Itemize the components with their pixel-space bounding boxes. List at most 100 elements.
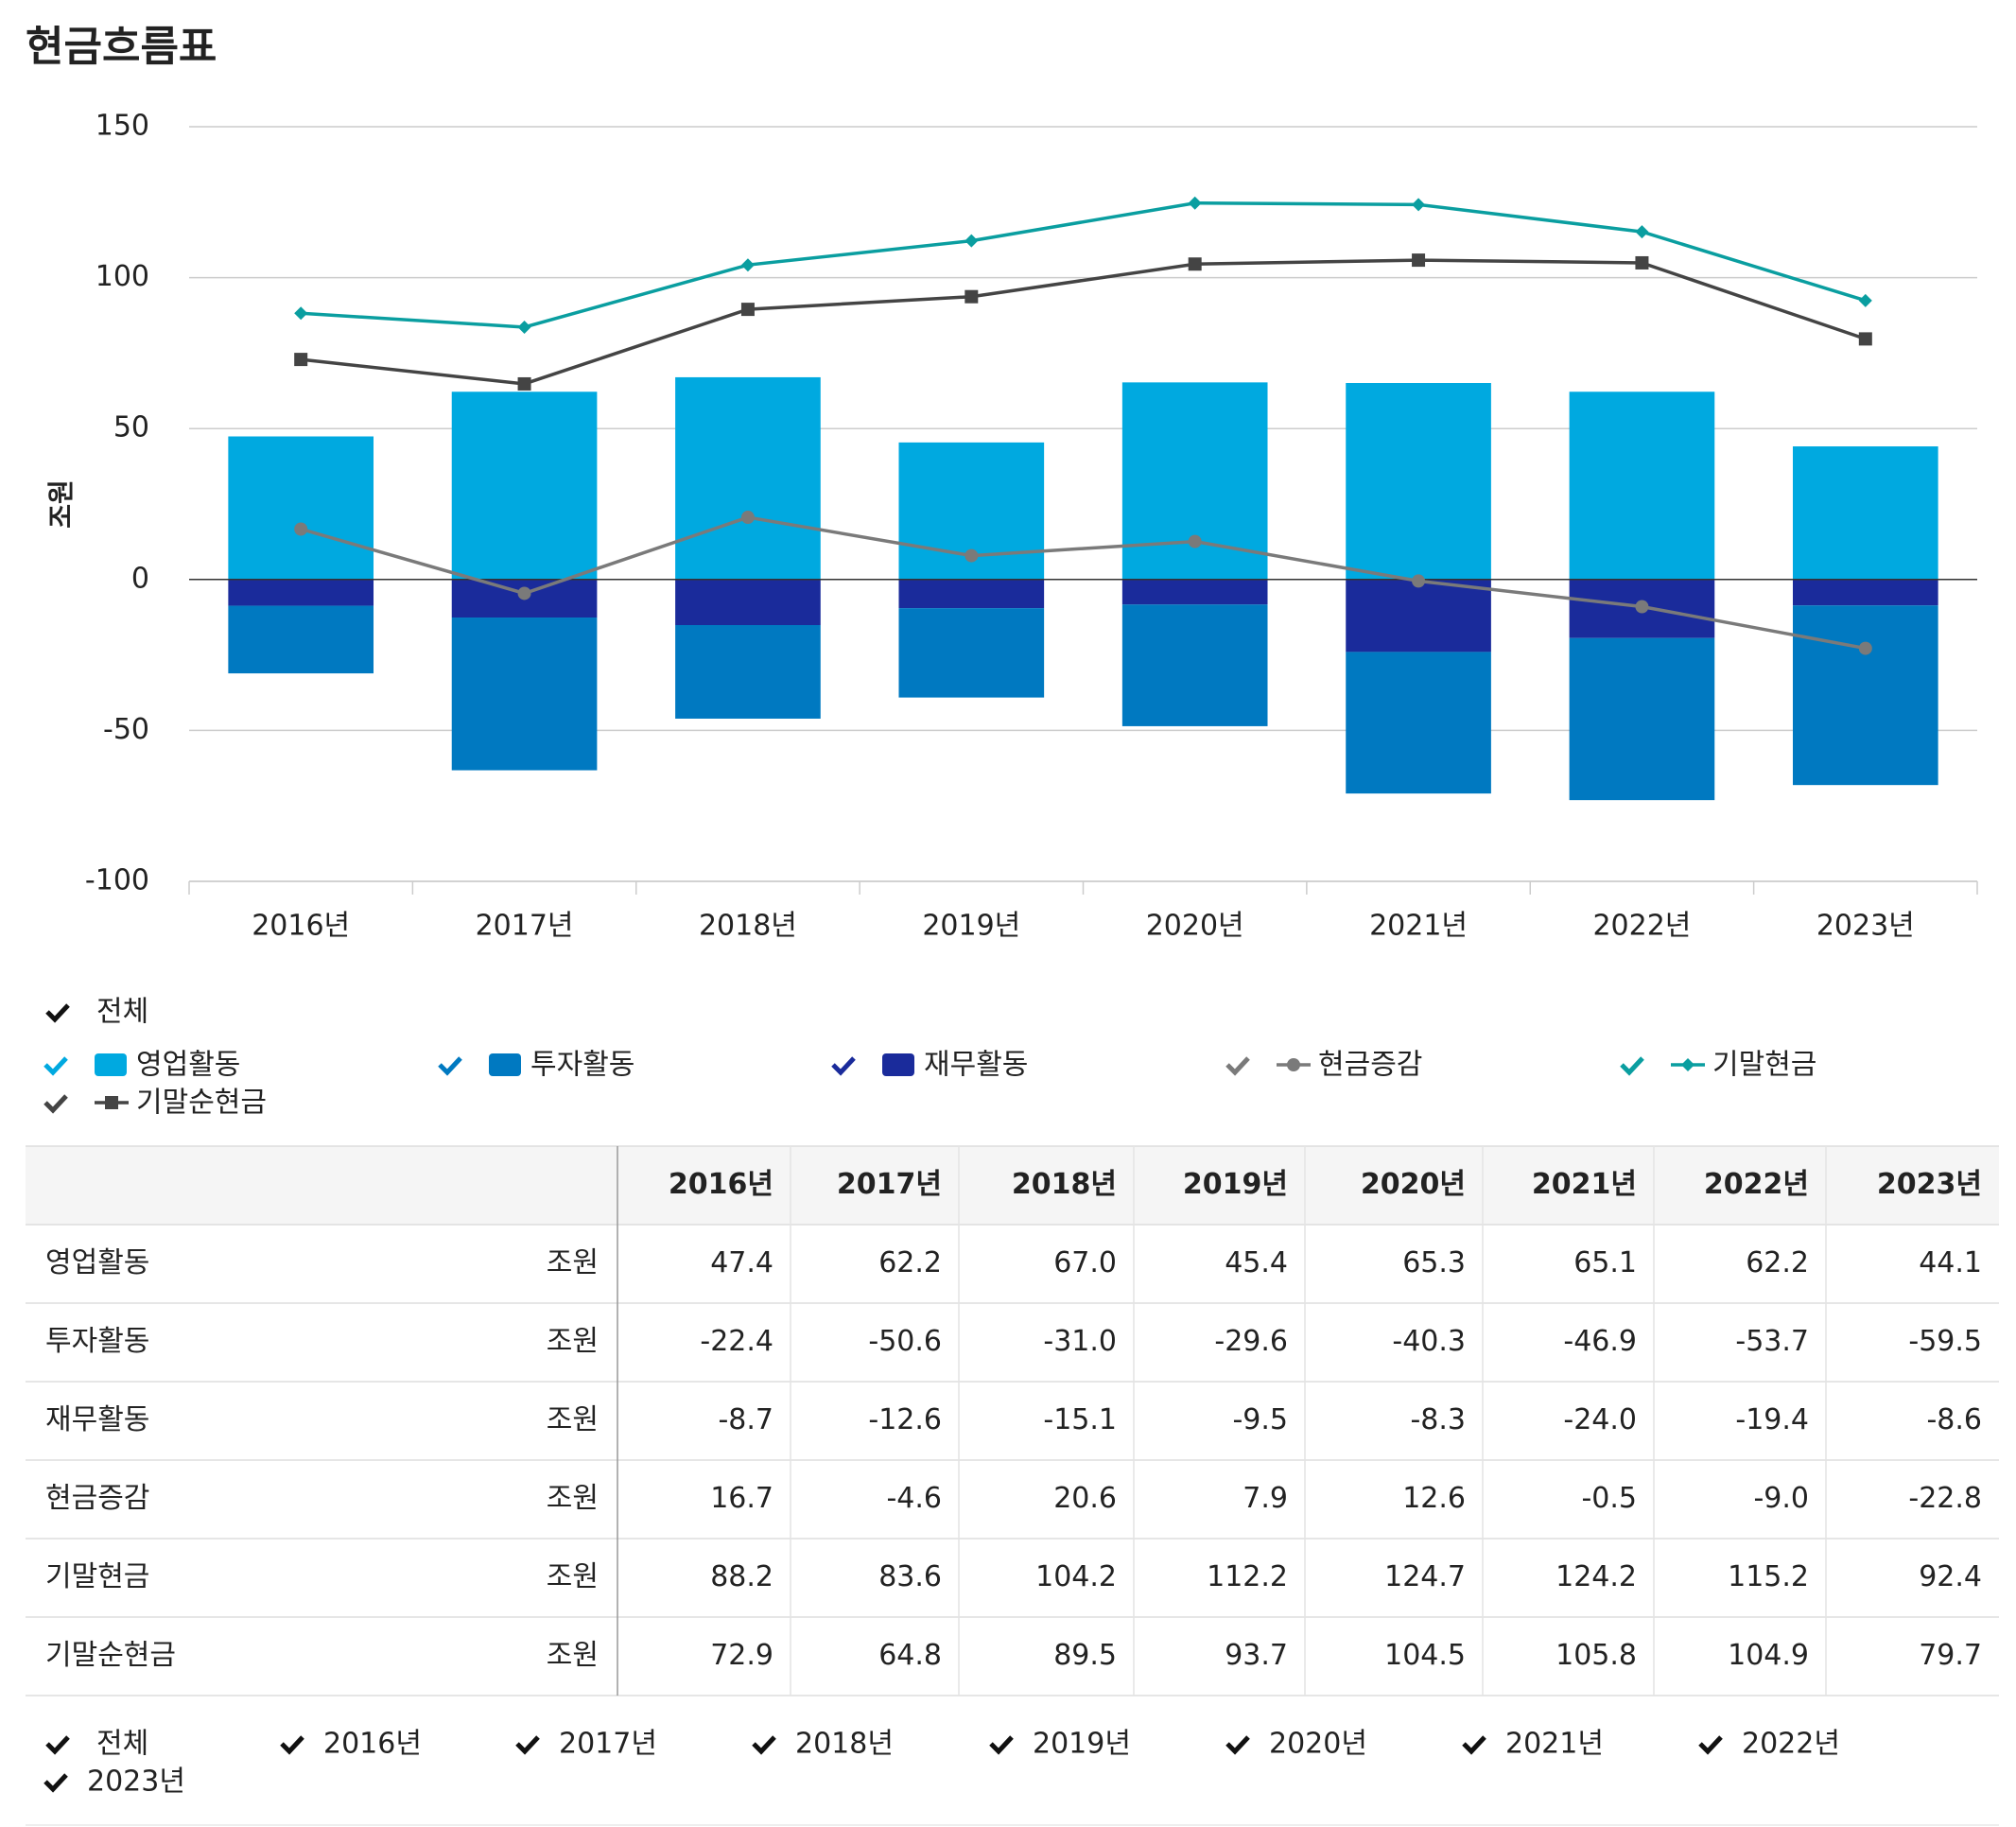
table-cell: 104.9	[1728, 1639, 1809, 1672]
legend-label[interactable]: 기말현금	[1712, 1049, 1816, 1082]
check[interactable]	[1462, 1735, 1486, 1755]
point	[740, 258, 755, 272]
check[interactable]	[1225, 1056, 1250, 1076]
table-unit: 조원	[547, 1560, 599, 1593]
check[interactable]	[515, 1735, 540, 1755]
filter-year[interactable]: 2023년	[87, 1766, 185, 1799]
table-cell: 88.2	[710, 1560, 773, 1593]
legend-label[interactable]: 영업활동	[136, 1049, 240, 1082]
check[interactable]	[43, 1094, 68, 1114]
table-cell: 12.6	[1402, 1482, 1466, 1515]
table-cell: 89.5	[1053, 1639, 1117, 1672]
table-unit: 조원	[547, 1246, 599, 1279]
table-row-label: 영업활동	[45, 1246, 149, 1279]
check[interactable]	[280, 1735, 304, 1755]
filter-year[interactable]: 2019년	[1033, 1728, 1131, 1761]
table-cell: -40.3	[1392, 1325, 1466, 1358]
table-cell: 44.1	[1919, 1246, 1982, 1279]
y-tick-label: 50	[113, 411, 149, 444]
bar	[451, 618, 598, 771]
filter-year[interactable]: 2017년	[559, 1728, 657, 1761]
table-cell: -50.6	[868, 1325, 942, 1358]
point	[965, 289, 979, 304]
check[interactable]	[438, 1056, 462, 1076]
filter-year[interactable]: 2018년	[795, 1728, 894, 1761]
table-cell: -22.8	[1908, 1482, 1982, 1515]
bar	[228, 579, 374, 606]
x-tick-label: 2022년	[1592, 910, 1691, 943]
table-cell: -22.4	[700, 1325, 773, 1358]
check[interactable]	[45, 1003, 70, 1023]
bar	[898, 608, 1045, 698]
point	[517, 320, 531, 334]
legend-label[interactable]: 현금증감	[1318, 1049, 1422, 1082]
table-cell: -15.1	[1043, 1403, 1117, 1436]
point	[517, 376, 531, 391]
line	[300, 515, 1867, 651]
bar	[898, 579, 1045, 609]
filter-year[interactable]: 2022년	[1742, 1728, 1840, 1761]
table-cell: -46.9	[1563, 1325, 1637, 1358]
table-header: 2016년	[669, 1168, 773, 1201]
bar	[1569, 637, 1715, 801]
table-row-label: 재무활동	[45, 1403, 149, 1436]
table-cell: 124.2	[1555, 1560, 1637, 1593]
check[interactable]	[43, 1056, 68, 1076]
check[interactable]	[1225, 1735, 1250, 1755]
filter-year[interactable]: 2020년	[1269, 1728, 1367, 1761]
table-cell: 20.6	[1053, 1482, 1117, 1515]
check[interactable]	[43, 1773, 68, 1793]
table-cell: -9.0	[1753, 1482, 1809, 1515]
x-tick-label: 2020년	[1146, 910, 1244, 943]
table-cell: 104.5	[1384, 1639, 1466, 1672]
check[interactable]	[752, 1735, 776, 1755]
point	[294, 306, 308, 321]
table-cell: 62.2	[1746, 1246, 1809, 1279]
x-tick-label: 2017년	[476, 910, 574, 943]
table-row-label: 현금증감	[45, 1482, 149, 1515]
y-axis-label: 조원	[45, 479, 77, 529]
check[interactable]	[989, 1735, 1014, 1755]
table-cell: 93.7	[1225, 1639, 1288, 1672]
check[interactable]	[1698, 1735, 1723, 1755]
point	[1412, 198, 1426, 212]
table-cell: 112.2	[1207, 1560, 1288, 1593]
legend-label[interactable]: 재무활동	[924, 1049, 1028, 1082]
legend-label[interactable]: 투자활동	[530, 1049, 634, 1082]
bar	[675, 376, 821, 580]
point	[965, 548, 979, 563]
y-tick-label: -100	[85, 864, 149, 897]
table-cell: 65.1	[1573, 1246, 1637, 1279]
point	[1412, 574, 1426, 588]
check[interactable]	[1620, 1056, 1644, 1076]
point	[1188, 196, 1202, 210]
y-tick-label: 100	[96, 260, 149, 293]
point	[517, 586, 531, 600]
bar	[675, 624, 821, 719]
table-cell: -59.5	[1908, 1325, 1982, 1358]
bar	[675, 579, 821, 625]
table-header: 2021년	[1532, 1168, 1637, 1201]
bar	[1346, 383, 1491, 580]
filter-year[interactable]: 2016년	[323, 1728, 422, 1761]
table-cell: -31.0	[1043, 1325, 1117, 1358]
point	[1412, 253, 1426, 268]
legend-all[interactable]: 전체	[96, 996, 148, 1029]
table-unit: 조원	[547, 1403, 599, 1436]
table-cell: -53.7	[1735, 1325, 1809, 1358]
bar	[1121, 579, 1268, 605]
filter-year[interactable]: 2021년	[1505, 1728, 1604, 1761]
table-cell: 79.7	[1919, 1639, 1982, 1672]
point	[1858, 332, 1872, 346]
point	[1635, 255, 1649, 270]
check[interactable]	[831, 1056, 856, 1076]
check[interactable]	[45, 1735, 70, 1755]
table-cell: 115.2	[1728, 1560, 1809, 1593]
y-tick-label: 0	[131, 562, 149, 595]
filter-all[interactable]: 전체	[96, 1728, 148, 1761]
table-cell: 67.0	[1053, 1246, 1117, 1279]
point	[294, 522, 308, 536]
legend-label[interactable]: 기말순현금	[136, 1087, 267, 1120]
bar	[228, 605, 374, 674]
table-cell: 7.9	[1243, 1482, 1288, 1515]
